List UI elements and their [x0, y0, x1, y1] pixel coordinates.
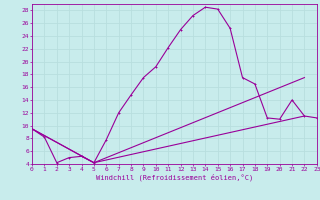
X-axis label: Windchill (Refroidissement éolien,°C): Windchill (Refroidissement éolien,°C) [96, 173, 253, 181]
